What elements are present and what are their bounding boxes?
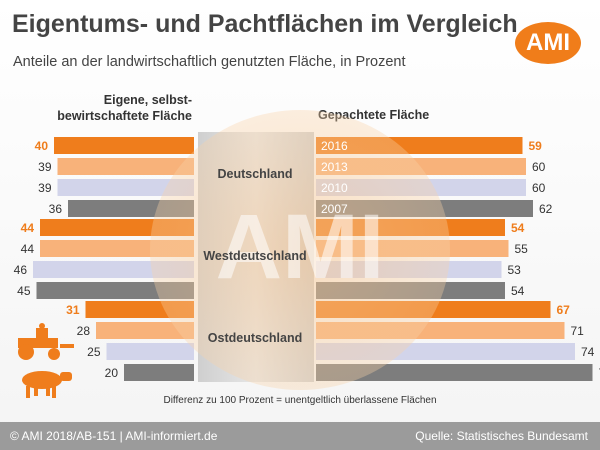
value-label-ostdeutschland-gepachtet-2010: 74	[581, 345, 595, 359]
ami-logo: AMI	[515, 22, 581, 64]
left-column-heading: Eigene, selbst-bewirtschaftete Fläche	[57, 93, 192, 123]
value-label-ostdeutschland-eigene-2007: 20	[105, 366, 119, 380]
value-label-westdeutschland-eigene-2016: 44	[21, 221, 35, 235]
footer-bar: © AMI 2018/AB-151 | AMI-informiert.de Qu…	[0, 422, 600, 450]
value-label-westdeutschland-eigene-2010: 46	[14, 263, 28, 277]
group-label-ostdeutschland: Ostdeutschland	[208, 331, 302, 345]
value-label-deutschland-eigene-2013: 39	[38, 160, 52, 174]
value-label-westdeutschland-eigene-2007: 45	[17, 284, 31, 298]
value-label-ostdeutschland-eigene-2016: 31	[66, 303, 80, 317]
chart-subtitle: Anteile an der landwirtschaftlich genutz…	[13, 54, 406, 70]
value-label-ostdeutschland-eigene-2013: 28	[77, 324, 91, 338]
value-label-westdeutschland-gepachtet-2013: 55	[515, 242, 529, 256]
bar-deutschland-eigene-2010	[57, 179, 194, 196]
legend-year-2007: 2007	[321, 202, 348, 216]
watermark-text: AMI	[216, 196, 385, 298]
legend-year-2010: 2010	[321, 181, 348, 195]
bar-ostdeutschland-eigene-2013	[96, 322, 194, 339]
bar-ostdeutschland-eigene-2010	[106, 343, 194, 360]
value-label-deutschland-eigene-2010: 39	[38, 181, 52, 195]
value-label-westdeutschland-gepachtet-2016: 54	[511, 221, 525, 235]
bar-westdeutschland-eigene-2007	[36, 282, 194, 299]
bar-ostdeutschland-eigene-2007	[124, 364, 194, 381]
value-label-westdeutschland-gepachtet-2007: 54	[511, 284, 525, 298]
value-label-ostdeutschland-gepachtet-2016: 67	[557, 303, 571, 317]
butterfly-bar-chart: AMI 40 59 2016 39 60 2013 39 60 2010 36 62 2007 Deut…	[14, 110, 600, 390]
group-label-deutschland: Deutschland	[217, 167, 292, 181]
value-label-westdeutschland-eigene-2013: 44	[21, 242, 35, 256]
chart-title: Eigentums- und Pachtflächen im Vergleich	[12, 10, 518, 38]
legend-year-2016: 2016	[321, 139, 348, 153]
value-label-westdeutschland-gepachtet-2010: 53	[508, 263, 522, 277]
value-label-deutschland-eigene-2016: 40	[35, 139, 49, 153]
bar-ostdeutschland-gepachtet-2007	[316, 364, 593, 381]
footer-source: Quelle: Statistisches Bundesamt	[415, 429, 588, 443]
legend-year-2013: 2013	[321, 160, 348, 174]
tractor-icon	[18, 323, 74, 360]
watermark-circle	[150, 110, 450, 390]
value-label-ostdeutschland-gepachtet-2013: 71	[571, 324, 585, 338]
value-label-deutschland-gepachtet-2016: 59	[529, 139, 543, 153]
footnote: Differenz zu 100 Prozent = unentgeltlich…	[163, 395, 437, 406]
bar-deutschland-eigene-2016	[54, 137, 194, 154]
cow-icon	[22, 371, 72, 398]
value-label-deutschland-gepachtet-2013: 60	[532, 160, 546, 174]
value-label-ostdeutschland-gepachtet-2007: 79	[599, 366, 600, 380]
value-label-deutschland-eigene-2007: 36	[49, 202, 63, 216]
footer-copyright: © AMI 2018/AB-151 | AMI-informiert.de	[10, 429, 218, 443]
group-label-westdeutschland: Westdeutschland	[203, 249, 306, 263]
value-label-deutschland-gepachtet-2007: 62	[539, 202, 553, 216]
bar-deutschland-eigene-2013	[57, 158, 194, 175]
value-label-ostdeutschland-eigene-2010: 25	[87, 345, 101, 359]
value-label-deutschland-gepachtet-2010: 60	[532, 181, 546, 195]
